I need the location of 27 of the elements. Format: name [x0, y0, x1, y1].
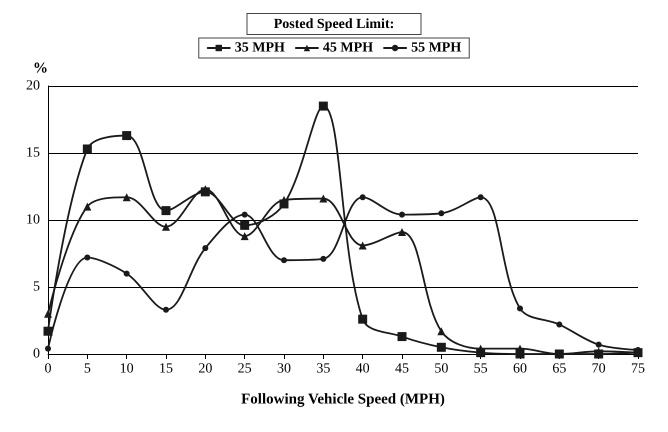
- x-tick-label: 15: [159, 362, 173, 376]
- x-tick-label: 75: [631, 362, 645, 376]
- y-tick-label: 20: [26, 78, 40, 94]
- x-tick-label: 5: [84, 362, 91, 376]
- y-tick-label: 10: [26, 212, 40, 228]
- x-tick-label: 50: [434, 362, 448, 376]
- x-axis-title: Following Vehicle Speed (MPH): [241, 392, 445, 408]
- x-tick-label: 0: [44, 362, 52, 376]
- y-tick-label: 5: [33, 280, 40, 294]
- x-tick-label: 40: [356, 362, 370, 376]
- legend-title: Posted Speed Limit:: [274, 17, 394, 32]
- legend-label: 55 MPH: [411, 40, 462, 56]
- legend-label: 45 MPH: [322, 40, 374, 56]
- legend-label: 35 MPH: [234, 40, 286, 56]
- x-tick-label: 55: [474, 362, 488, 376]
- x-tick-label: 20: [198, 362, 212, 376]
- x-tick-label: 60: [513, 362, 527, 376]
- x-tick-label: 35: [316, 362, 330, 376]
- x-tick-label: 70: [592, 362, 606, 376]
- x-tick-label: 65: [552, 362, 566, 376]
- x-tick-label: 25: [238, 362, 252, 376]
- y-tick-label: 0: [33, 346, 40, 362]
- y-tick-label: 15: [26, 146, 40, 160]
- x-tick-label: 30: [277, 362, 291, 376]
- y-axis-title: %: [33, 60, 48, 76]
- x-tick-label: 45: [395, 362, 409, 376]
- x-tick-label: 10: [120, 362, 134, 376]
